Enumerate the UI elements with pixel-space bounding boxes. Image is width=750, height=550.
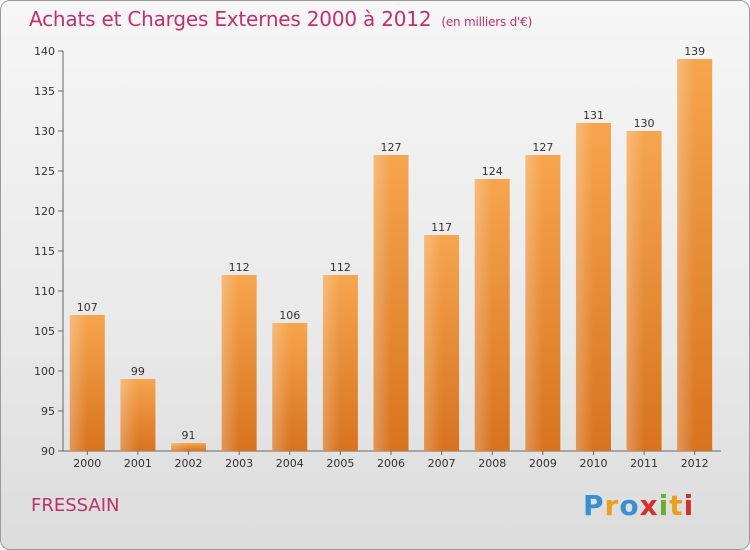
y-tick-label: 90 — [41, 445, 55, 458]
axes: 90 95 100 105 110 115 120 125 130 135 140 2000 2001 2… — [34, 45, 721, 470]
data-label: 117 — [431, 221, 452, 234]
data-label: 106 — [279, 309, 300, 322]
chart-subtitle: (en milliers d'€) — [441, 15, 533, 29]
bar-highlight — [525, 155, 543, 451]
data-label: 131 — [583, 109, 604, 122]
data-label: 99 — [131, 365, 145, 378]
x-tick-label: 2006 — [377, 457, 405, 470]
bar-highlight — [626, 131, 645, 451]
x-tick-label: 2001 — [124, 457, 152, 470]
data-label: 139 — [684, 45, 705, 58]
bars — [69, 59, 713, 451]
logo-letter: o — [619, 489, 640, 522]
bar-highlight — [677, 59, 695, 451]
bar-highlight — [69, 315, 88, 451]
data-label: 127 — [532, 141, 553, 154]
y-tick-label: 120 — [34, 205, 55, 218]
x-tick-label: 2008 — [478, 457, 506, 470]
bar-highlight — [221, 275, 240, 451]
x-tick-label: 2002 — [175, 457, 203, 470]
logo-letter: x — [639, 489, 659, 522]
bar-highlight — [373, 155, 391, 451]
logo-letter: t — [669, 489, 684, 522]
logo-letter: i — [683, 489, 695, 522]
x-tick-label: 2007 — [428, 457, 456, 470]
bar-highlight — [272, 323, 290, 451]
y-tick-label: 110 — [34, 285, 55, 298]
bar-highlight — [474, 179, 493, 451]
logo-letter: r — [604, 489, 620, 522]
x-tick-label: 2005 — [326, 457, 354, 470]
logo-letter: i — [658, 489, 670, 522]
x-tick-label: 2003 — [225, 457, 253, 470]
x-tick-label: 2004 — [276, 457, 304, 470]
y-tick-label: 140 — [34, 45, 55, 58]
bar-highlight — [575, 123, 594, 451]
y-tick-label: 135 — [34, 85, 55, 98]
chart-title: Achats et Charges Externes 2000 à 2012 (e… — [29, 7, 532, 31]
y-tick-label: 105 — [34, 325, 55, 338]
y-tick-label: 130 — [34, 125, 55, 138]
data-label: 112 — [229, 261, 250, 274]
bar-highlight — [322, 275, 341, 451]
data-labels: 107 99 91 112 106 112 127 117 124 127 131 130 139 — [77, 45, 705, 442]
y-tick-label: 115 — [34, 245, 55, 258]
x-tick-label: 2011 — [630, 457, 658, 470]
bar-highlight — [424, 235, 442, 451]
y-tick-label: 100 — [34, 365, 55, 378]
data-label: 107 — [77, 301, 98, 314]
x-tick-label: 2009 — [529, 457, 557, 470]
bar-highlight — [120, 379, 138, 451]
data-label: 91 — [182, 429, 196, 442]
data-label: 112 — [330, 261, 351, 274]
bar-highlight — [171, 443, 189, 451]
x-tick-label: 2000 — [73, 457, 101, 470]
data-label: 130 — [634, 117, 655, 130]
data-label: 127 — [381, 141, 402, 154]
y-tick-label: 125 — [34, 165, 55, 178]
logo-letter: P — [583, 489, 605, 522]
commune-name: FRESSAIN — [31, 495, 120, 516]
y-tick-label: 95 — [41, 405, 55, 418]
chart-title-text: Achats et Charges Externes 2000 à 2012 — [29, 7, 432, 31]
x-tick-label: 2010 — [579, 457, 607, 470]
proxiti-logo[interactable]: Proxiti — [583, 489, 694, 522]
data-label: 124 — [482, 165, 503, 178]
x-tick-label: 2012 — [681, 457, 709, 470]
